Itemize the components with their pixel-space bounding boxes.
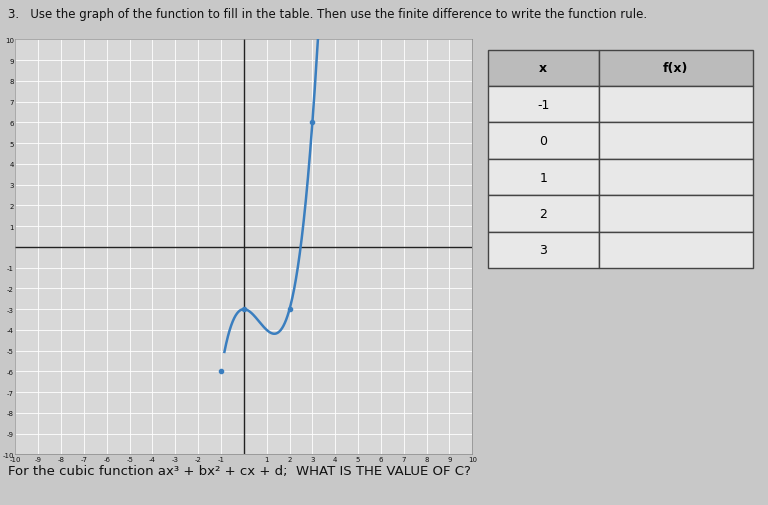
Text: For the cubic function ax³ + bx² + cx + d;  WHAT IS THE VALUE OF C?: For the cubic function ax³ + bx² + cx + … <box>8 464 471 477</box>
Bar <box>488 123 599 160</box>
Bar <box>488 160 599 196</box>
Text: 3.   Use the graph of the function to fill in the table. Then use the finite dif: 3. Use the graph of the function to fill… <box>8 8 647 21</box>
Bar <box>488 196 599 232</box>
Bar <box>599 232 753 269</box>
Bar <box>599 123 753 160</box>
Text: 1: 1 <box>539 171 548 184</box>
Text: 0: 0 <box>539 135 548 148</box>
Bar <box>599 160 753 196</box>
Text: x: x <box>539 62 548 75</box>
Bar <box>599 87 753 123</box>
Bar <box>488 232 599 269</box>
Bar <box>599 50 753 87</box>
Bar <box>599 196 753 232</box>
Text: -1: -1 <box>537 98 550 112</box>
Text: 2: 2 <box>539 208 548 221</box>
Text: f(x): f(x) <box>663 62 688 75</box>
Text: 3: 3 <box>539 244 548 257</box>
Bar <box>488 50 599 87</box>
Bar <box>488 87 599 123</box>
